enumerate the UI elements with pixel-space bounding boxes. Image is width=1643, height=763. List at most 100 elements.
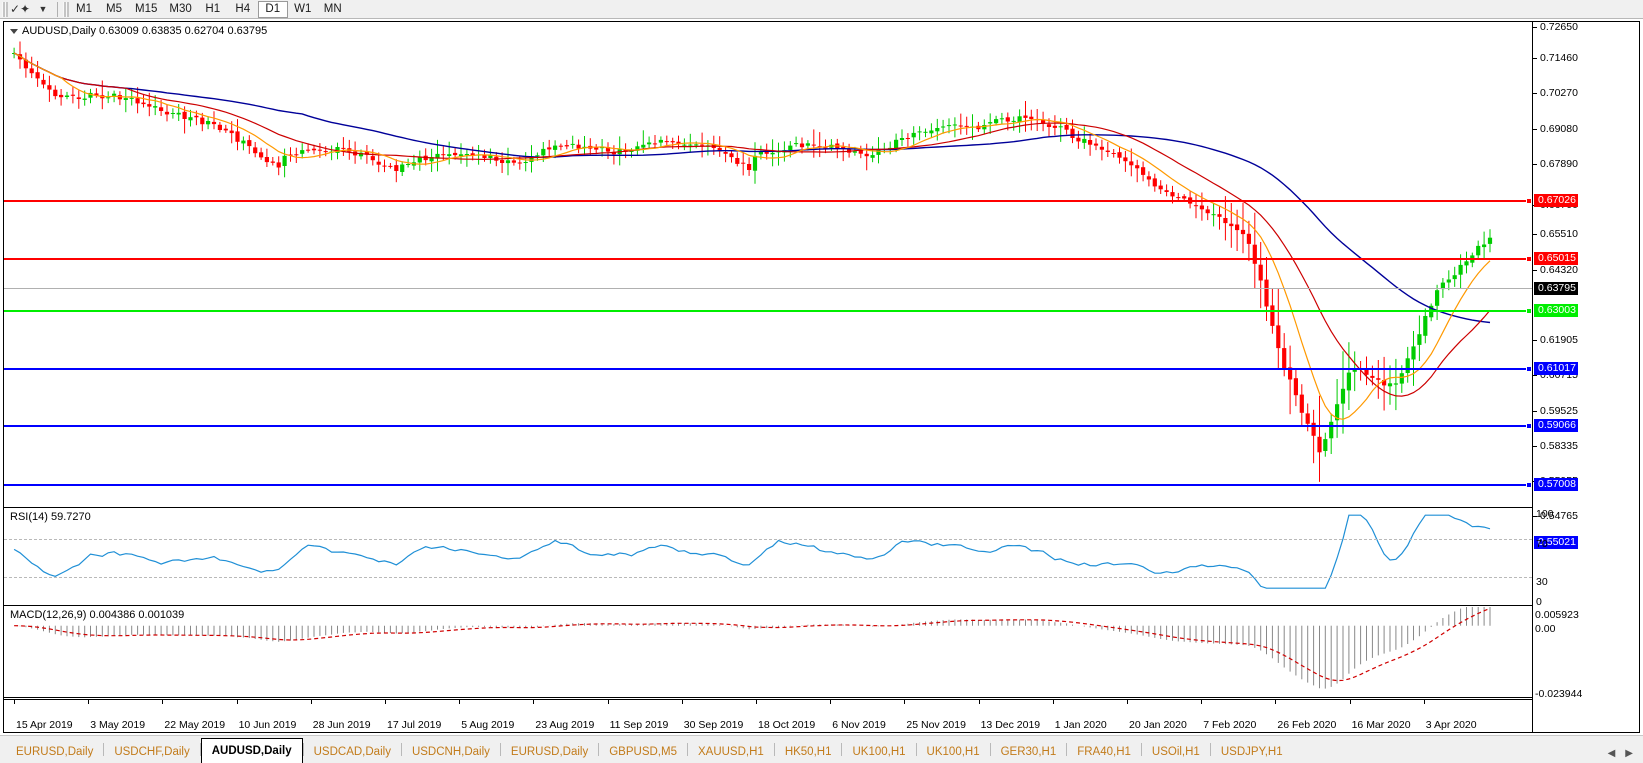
time-tick bbox=[533, 700, 535, 704]
timeframe-m1[interactable]: M1 bbox=[76, 3, 92, 15]
time-axis: 15 Apr 2019 3 May 2019 22 May 2019 10 Jun 2… bbox=[4, 699, 1532, 732]
chevron-down-icon[interactable]: ▼ bbox=[38, 4, 48, 14]
chart-tab-ger30-h1[interactable]: GER30,H1 bbox=[1000, 746, 1057, 758]
tab-divider bbox=[302, 742, 304, 756]
template-icon[interactable]: ✓✦ bbox=[9, 2, 31, 16]
level-anchor[interactable] bbox=[1526, 198, 1532, 204]
time-label: 30 Sep 2019 bbox=[683, 719, 744, 731]
price-badge-support-3[interactable]: 0.57008 bbox=[1534, 478, 1578, 491]
level-line-resistance-2[interactable] bbox=[4, 256, 1532, 262]
chart-tab-eurusd-daily[interactable]: EURUSD,Daily bbox=[510, 746, 589, 758]
level-line-pivot[interactable] bbox=[4, 308, 1532, 314]
time-tick bbox=[1127, 700, 1128, 704]
timeframe-w1[interactable]: W1 bbox=[294, 3, 312, 15]
chart-container[interactable]: AUDUSD,Daily 0.63009 0.63835 0.62704 0.6… bbox=[3, 21, 1640, 733]
chart-tab-bar[interactable]: EURUSD,Daily USDCHF,Daily AUDUSD,Daily USDC… bbox=[0, 735, 1643, 763]
price-tick: 0.61905 bbox=[1533, 334, 1639, 346]
price-badge-support-4[interactable]: 0.55021 bbox=[1534, 536, 1578, 549]
level-anchor[interactable] bbox=[1526, 423, 1532, 429]
chart-tab-hk50-h1[interactable]: HK50,H1 bbox=[784, 746, 832, 758]
chart-tab-xauusd-h1[interactable]: XAUUSD,H1 bbox=[697, 746, 764, 758]
chart-tab-fra40-h1[interactable]: FRA40,H1 bbox=[1077, 746, 1131, 758]
chart-tab-usoil-h1[interactable]: USOil,H1 bbox=[1151, 746, 1200, 758]
time-tick bbox=[310, 700, 312, 704]
chart-tab-usdchf-daily[interactable]: USDCHF,Daily bbox=[114, 746, 190, 758]
tab-divider bbox=[1066, 742, 1068, 756]
toolbar-drag-handle[interactable] bbox=[2, 1, 8, 17]
tab-divider bbox=[199, 742, 201, 756]
price-badge-support-1[interactable]: 0.61017 bbox=[1534, 362, 1578, 375]
level-line-support-2[interactable] bbox=[4, 423, 1532, 429]
time-label: 5 Aug 2019 bbox=[461, 719, 515, 731]
top-toolbar: ✓✦ ▼ M1 M5 M15 M30 H1 H4 D1 W1 MN bbox=[0, 0, 1643, 19]
time-label: 13 Dec 2019 bbox=[980, 719, 1041, 731]
price-badge-support-2[interactable]: 0.59066 bbox=[1534, 419, 1578, 432]
time-tick bbox=[904, 700, 906, 704]
timeframe-h1[interactable]: H1 bbox=[205, 3, 221, 15]
chart-tab-usdcnh-daily[interactable]: USDCNH,Daily bbox=[411, 746, 490, 758]
level-anchor[interactable] bbox=[1526, 482, 1532, 488]
price-tick: 0.59525 bbox=[1533, 405, 1639, 417]
level-anchor[interactable] bbox=[1526, 366, 1532, 372]
chart-tab-eurusd-daily[interactable]: EURUSD,Daily bbox=[16, 746, 94, 758]
time-tick bbox=[14, 700, 15, 704]
timeframe-d1[interactable]: D1 bbox=[257, 0, 288, 18]
level-line-support-3[interactable] bbox=[4, 482, 1532, 488]
time-tick bbox=[459, 700, 461, 704]
price-scale[interactable]: 0.726500.714600.702700.690800.678900.667… bbox=[1532, 22, 1639, 732]
level-line-support-1[interactable] bbox=[4, 366, 1532, 372]
tab-divider bbox=[841, 742, 843, 756]
macd-tick: 0.005923 bbox=[1535, 609, 1579, 621]
chart-tab-gbpusd-m5[interactable]: GBPUSD,M5 bbox=[609, 746, 677, 758]
price-badge-resistance-2[interactable]: 0.65015 bbox=[1534, 252, 1578, 265]
time-label: 3 Apr 2020 bbox=[1425, 719, 1477, 731]
tab-scroll-controls[interactable]: ◀ ▶ bbox=[1608, 748, 1643, 763]
time-label: 17 Jul 2019 bbox=[387, 719, 442, 731]
time-tick bbox=[756, 700, 757, 704]
price-tick: 0.69080 bbox=[1533, 123, 1639, 135]
time-label: 3 May 2019 bbox=[90, 719, 146, 731]
level-anchor[interactable] bbox=[1526, 256, 1532, 262]
tab-divider bbox=[103, 742, 105, 756]
chart-tab-usdcad-daily[interactable]: USDCAD,Daily bbox=[313, 746, 391, 758]
time-label: 26 Feb 2020 bbox=[1277, 719, 1337, 731]
time-tick bbox=[681, 700, 683, 704]
price-badge-resistance-1[interactable]: 0.67026 bbox=[1534, 194, 1578, 207]
timeframe-h4[interactable]: H4 bbox=[235, 3, 251, 15]
timeframe-mn[interactable]: MN bbox=[323, 3, 342, 15]
price-chart-panel[interactable]: AUDUSD,Daily 0.63009 0.63835 0.62704 0.6… bbox=[4, 22, 1532, 508]
level-line-resistance-1[interactable] bbox=[4, 198, 1532, 204]
time-label: 16 Mar 2020 bbox=[1351, 719, 1411, 731]
price-tick: 0.58335 bbox=[1533, 440, 1639, 452]
collapse-arrow-icon[interactable] bbox=[10, 28, 18, 34]
time-label: 11 Sep 2019 bbox=[609, 719, 669, 731]
time-label: 25 Nov 2019 bbox=[906, 719, 966, 731]
chart-tab-uk100-h1[interactable]: UK100,H1 bbox=[926, 746, 980, 758]
rsi-indicator-panel[interactable]: RSI(14) 59.7270 bbox=[4, 509, 1532, 606]
tab-divider bbox=[773, 742, 775, 756]
chart-tab-uk100-h1[interactable]: UK100,H1 bbox=[852, 746, 906, 758]
tab-divider bbox=[400, 742, 402, 756]
price-badge-last-price[interactable]: 0.63795 bbox=[1534, 282, 1578, 295]
time-label: 23 Aug 2019 bbox=[535, 719, 595, 731]
price-tick: 0.54765 bbox=[1533, 510, 1639, 522]
tab-scroll-next[interactable]: ▶ bbox=[1625, 748, 1633, 759]
timeframe-m30[interactable]: M30 bbox=[169, 3, 192, 15]
price-badge-pivot[interactable]: 0.63003 bbox=[1534, 304, 1578, 317]
price-tick: 0.67890 bbox=[1533, 158, 1639, 170]
macd-indicator-panel[interactable]: MACD(12,26,9) 0.004386 0.001039 bbox=[4, 607, 1532, 698]
time-tick bbox=[1201, 700, 1203, 704]
tab-divider bbox=[499, 742, 501, 756]
tab-divider bbox=[686, 742, 688, 756]
tab-divider bbox=[1140, 742, 1142, 756]
timeframe-m15[interactable]: M15 bbox=[135, 3, 158, 15]
timeframe-drag-handle[interactable] bbox=[63, 1, 69, 17]
level-anchor[interactable] bbox=[1526, 308, 1532, 314]
chart-tab-usdjpy-h1[interactable]: USDJPY,H1 bbox=[1220, 746, 1283, 758]
timeframe-m5[interactable]: M5 bbox=[106, 3, 122, 15]
tab-scroll-prev[interactable]: ◀ bbox=[1607, 748, 1616, 759]
time-tick bbox=[1349, 700, 1351, 704]
rsi-tick: 0 bbox=[1536, 596, 1542, 608]
time-label: 6 Nov 2019 bbox=[832, 719, 886, 731]
chart-tab-audusd-daily[interactable]: AUDUSD,Daily bbox=[200, 738, 303, 763]
